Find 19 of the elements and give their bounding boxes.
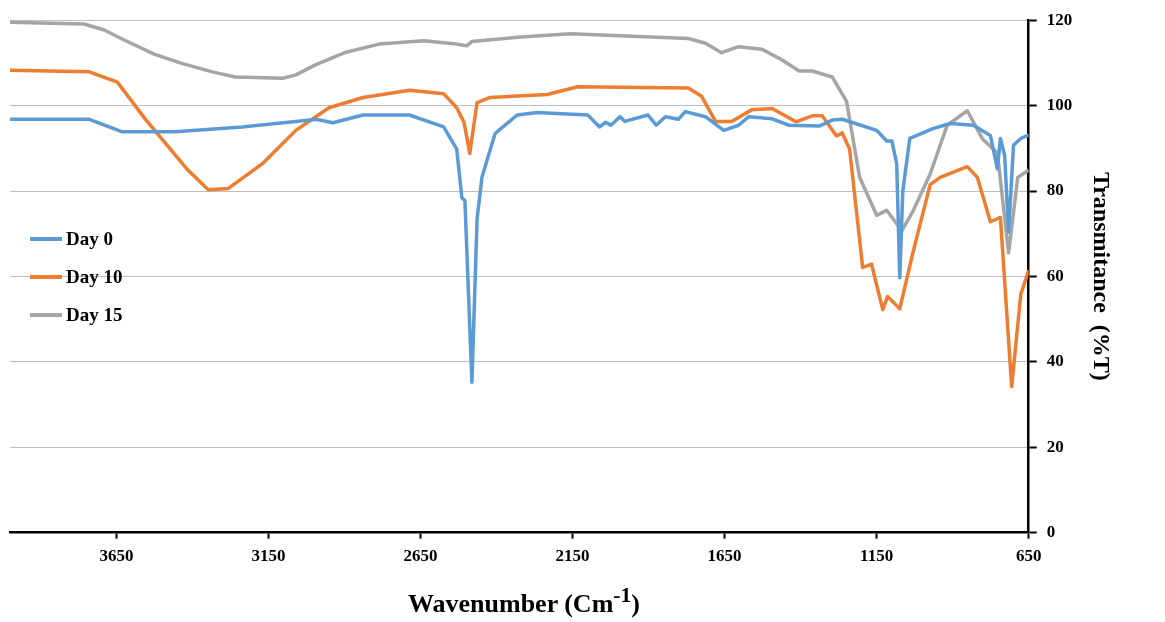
y-tick-label: 40 (1046, 351, 1064, 371)
y-tick-label: 100 (1046, 94, 1073, 114)
y-tick-label: 0 (1046, 521, 1056, 541)
legend-label: Day 0 (66, 228, 113, 250)
x-tick-label: 2150 (555, 546, 590, 566)
legend-label: Day 15 (66, 304, 123, 326)
y-tick-label: 120 (1046, 9, 1073, 29)
x-tick-label: 3150 (251, 546, 286, 566)
y-tick-label: 60 (1046, 265, 1064, 285)
y-tick-label: 20 (1046, 436, 1064, 456)
y-tick-label: 80 (1046, 180, 1064, 200)
x-tick-label: 650 (1015, 546, 1042, 566)
x-tick-label: 2650 (403, 546, 438, 566)
x-axis-title: Wavenumber (Cm$^{-1}$) (406, 583, 642, 619)
legend-label: Day 10 (66, 266, 123, 288)
x-tick-label: 1650 (707, 546, 742, 566)
y-axis-title: Transmitance (%T) (1089, 171, 1116, 381)
x-tick-label: 3650 (99, 546, 134, 566)
x-tick-label: 1150 (860, 546, 894, 566)
